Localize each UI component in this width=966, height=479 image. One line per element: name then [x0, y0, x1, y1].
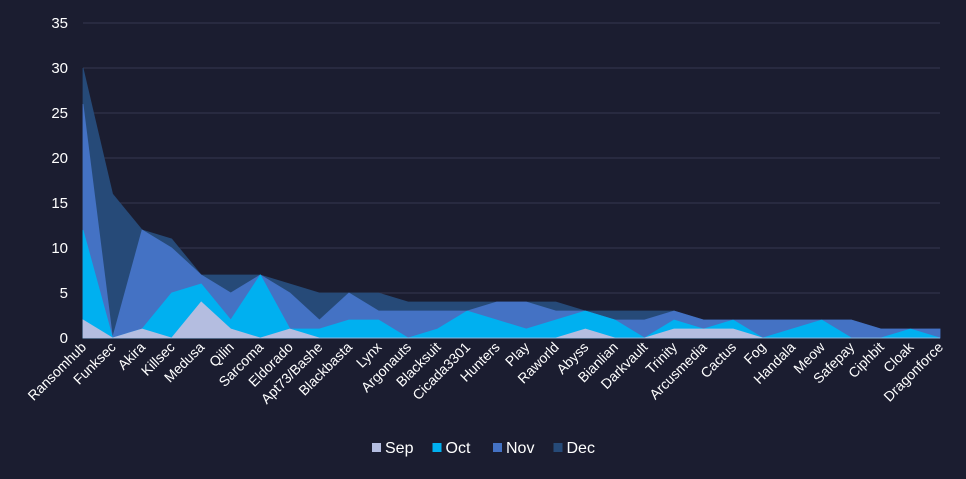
legend-item-dec: Dec	[553, 440, 595, 457]
y-tick-label: 30	[51, 60, 68, 77]
legend-swatch	[432, 443, 442, 452]
legend-swatch	[493, 443, 502, 452]
y-tick-label: 5	[60, 285, 68, 302]
y-tick-label: 0	[60, 330, 68, 347]
y-tick-label: 25	[51, 105, 68, 122]
y-tick-label: 35	[51, 15, 68, 32]
legend: Sep Oct Nov Dec	[372, 440, 595, 457]
legend-item-nov: Nov	[493, 440, 534, 457]
area-series-oct	[82, 229, 941, 339]
y-tick-label: 15	[51, 195, 68, 212]
x-axis: RansomhubFunksecAkiraKillsecMedusaQilinS…	[24, 338, 946, 407]
legend-label: Sep	[385, 440, 414, 457]
y-tick-label: 10	[51, 240, 68, 257]
legend-label: Dec	[567, 440, 595, 457]
legend-swatch	[372, 443, 381, 452]
legend-item-sep: Sep	[372, 440, 414, 457]
y-axis: 0 5 10 15 20 25 30 35	[51, 15, 68, 347]
legend-item-oct: Oct	[432, 440, 471, 457]
legend-label: Nov	[506, 440, 534, 457]
series-areas	[82, 67, 941, 339]
area-series-sep	[82, 301, 940, 339]
legend-swatch	[553, 443, 563, 452]
y-tick-label: 20	[51, 150, 68, 167]
legend-label: Oct	[446, 440, 471, 457]
